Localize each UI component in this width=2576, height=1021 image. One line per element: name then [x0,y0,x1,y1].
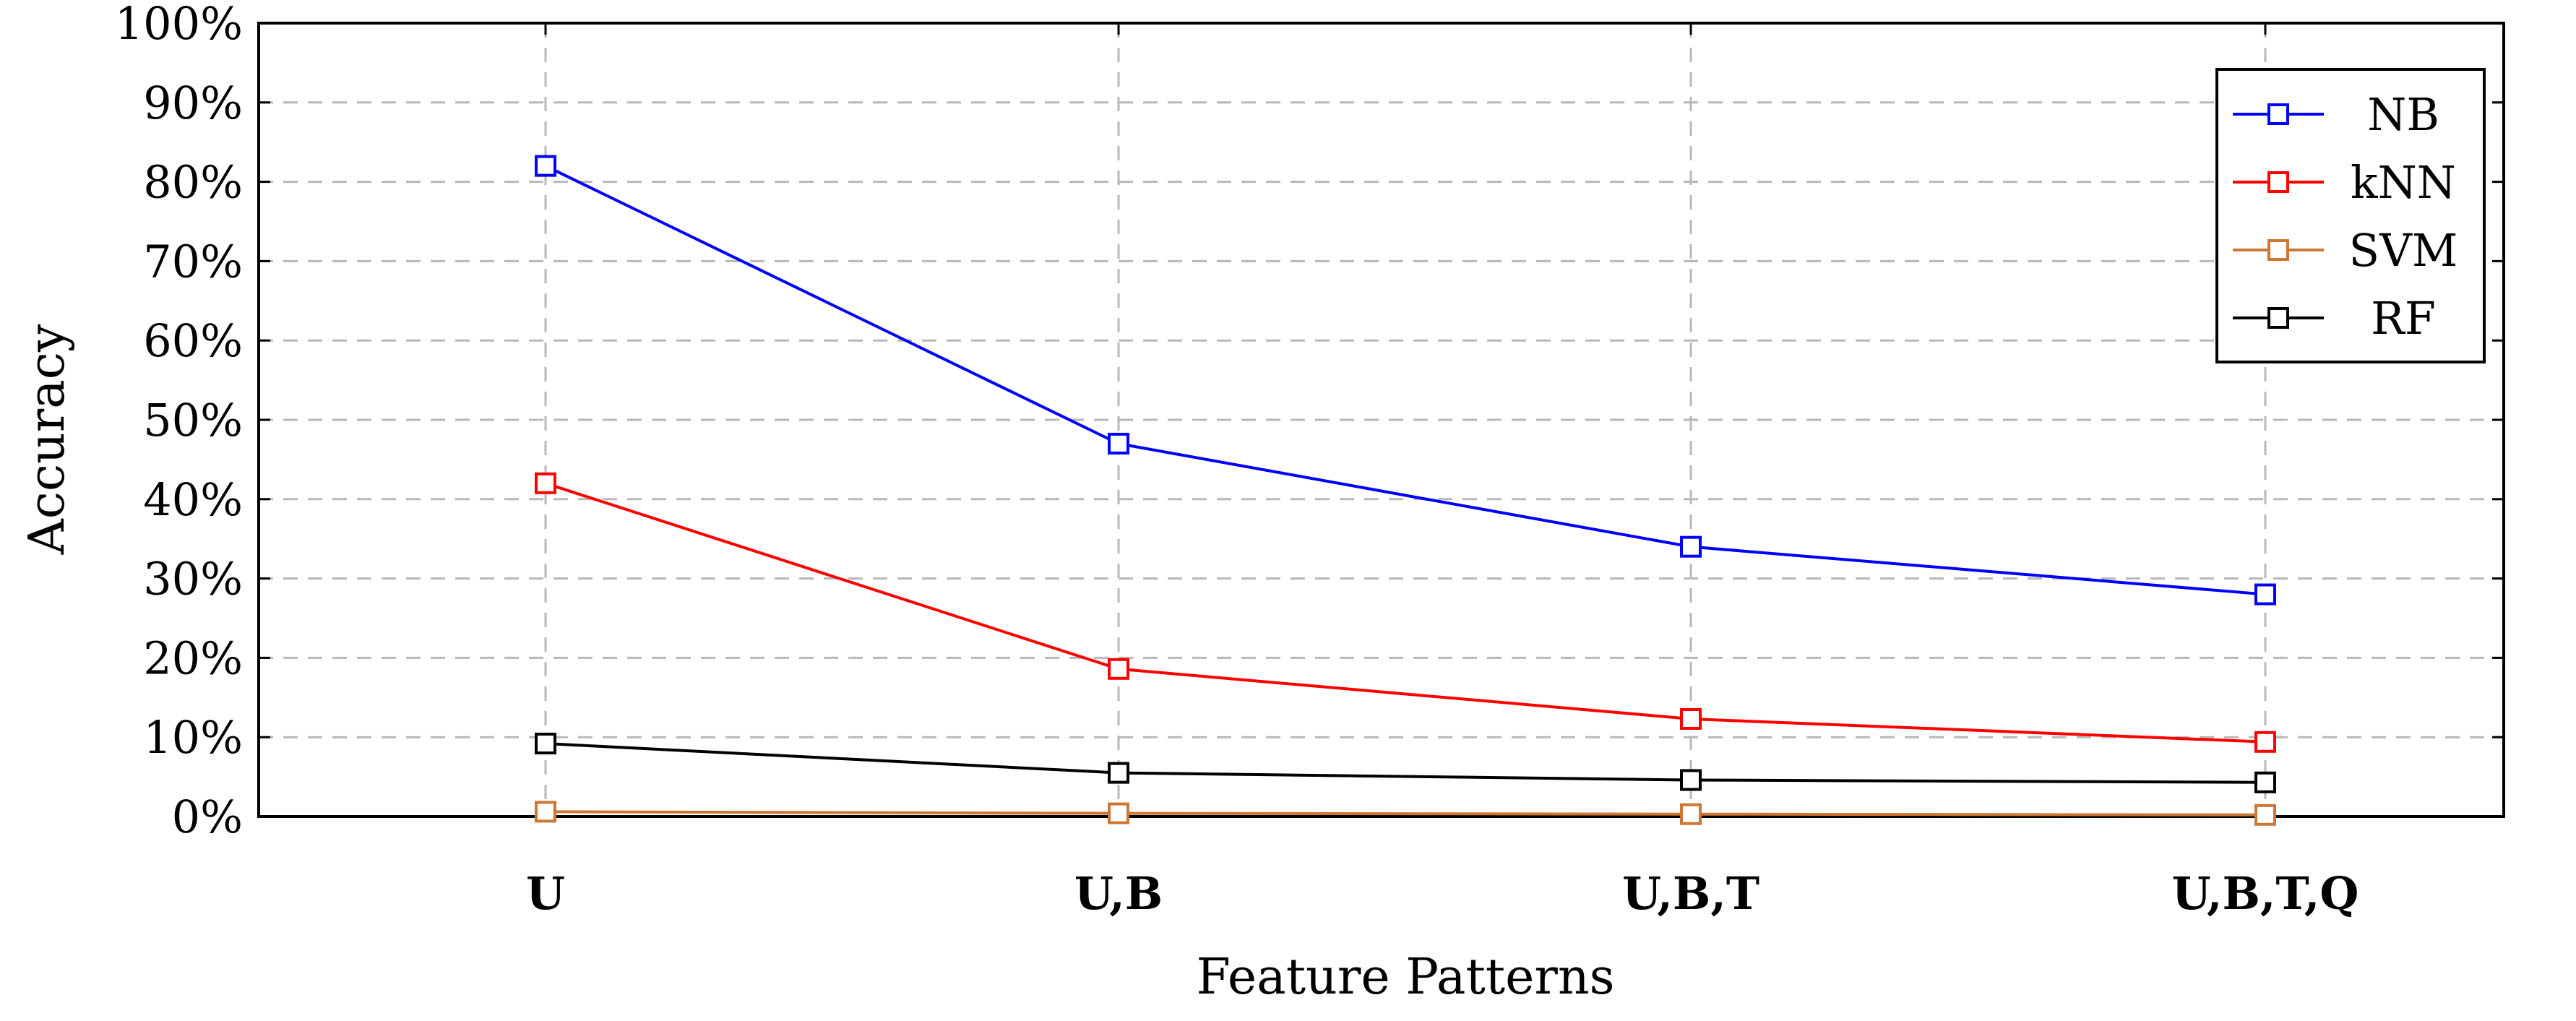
y-tick-label: 10% [143,711,243,764]
series-line [545,741,2266,784]
data-point [1680,707,1702,730]
data-point [535,732,556,754]
legend-label: kNN [2351,156,2456,209]
legend-item: SVM [2233,224,2457,277]
data-point [1680,769,1702,791]
x-tick-label: U,B,T,Q [2172,867,2359,920]
legend-item: RF [2233,292,2436,345]
data-point [1108,762,1129,784]
data-point [2254,804,2276,826]
data-point [2254,771,2276,793]
plot-area-border [257,22,2505,818]
data-point [1108,802,1129,824]
data-point [1108,658,1129,680]
y-tick-label: 90% [143,77,243,129]
x-tick-label: U,B,T [1622,867,1759,920]
x-tick-label: U,B [1074,867,1163,920]
data-point [535,155,556,177]
data-point [535,472,556,494]
series-layer [535,155,2276,826]
y-tick-label: 50% [143,394,243,447]
legend-marker [2267,103,2289,125]
y-tick-label: 20% [143,632,243,684]
y-tick-label: 100% [115,0,243,50]
data-point [1680,535,1702,558]
x-axis: U U,B U,B,T U,B,T,Q [526,23,2359,920]
plot-frame [257,22,2505,818]
legend-label: SVM [2349,224,2458,277]
series-rf [535,732,2276,793]
legend-marker [2267,307,2289,329]
series-svm [535,801,2276,826]
legend-box [2215,68,2486,363]
legend-marker [2267,171,2289,193]
y-tick-label: 70% [143,235,243,288]
data-point [1680,803,1702,825]
x-axis-title: Feature Patterns [1196,949,1614,1006]
series-line [545,164,2266,596]
legend-item: kNN [2233,156,2456,209]
y-tick-label: 80% [143,156,243,209]
y-tick-label: 60% [143,314,243,367]
data-point [2254,583,2276,606]
legend-label: RF [2371,292,2436,345]
series-line [545,481,2266,744]
y-tick-label: 0% [172,790,243,843]
grid-layer [259,23,2504,817]
legend-item: NB [2233,88,2439,141]
x-tick-label: U [526,867,565,920]
series-nb [535,155,2276,606]
data-point [1108,432,1129,455]
series-line [545,810,2266,817]
legend-label: NB [2367,88,2439,141]
y-tick-label: 40% [143,473,243,526]
y-axis-title: Accuracy [19,324,76,555]
series-knn [535,472,2276,753]
legend: NB kNN SVM RF [2215,68,2486,363]
legend-marker [2267,239,2289,261]
data-point [535,801,556,823]
data-point [2254,731,2276,753]
y-axis: 0% 10% 20% 30% 40% 50% 60% 70% 80% 90% 100% [115,0,2504,843]
y-tick-label: 30% [143,553,243,606]
